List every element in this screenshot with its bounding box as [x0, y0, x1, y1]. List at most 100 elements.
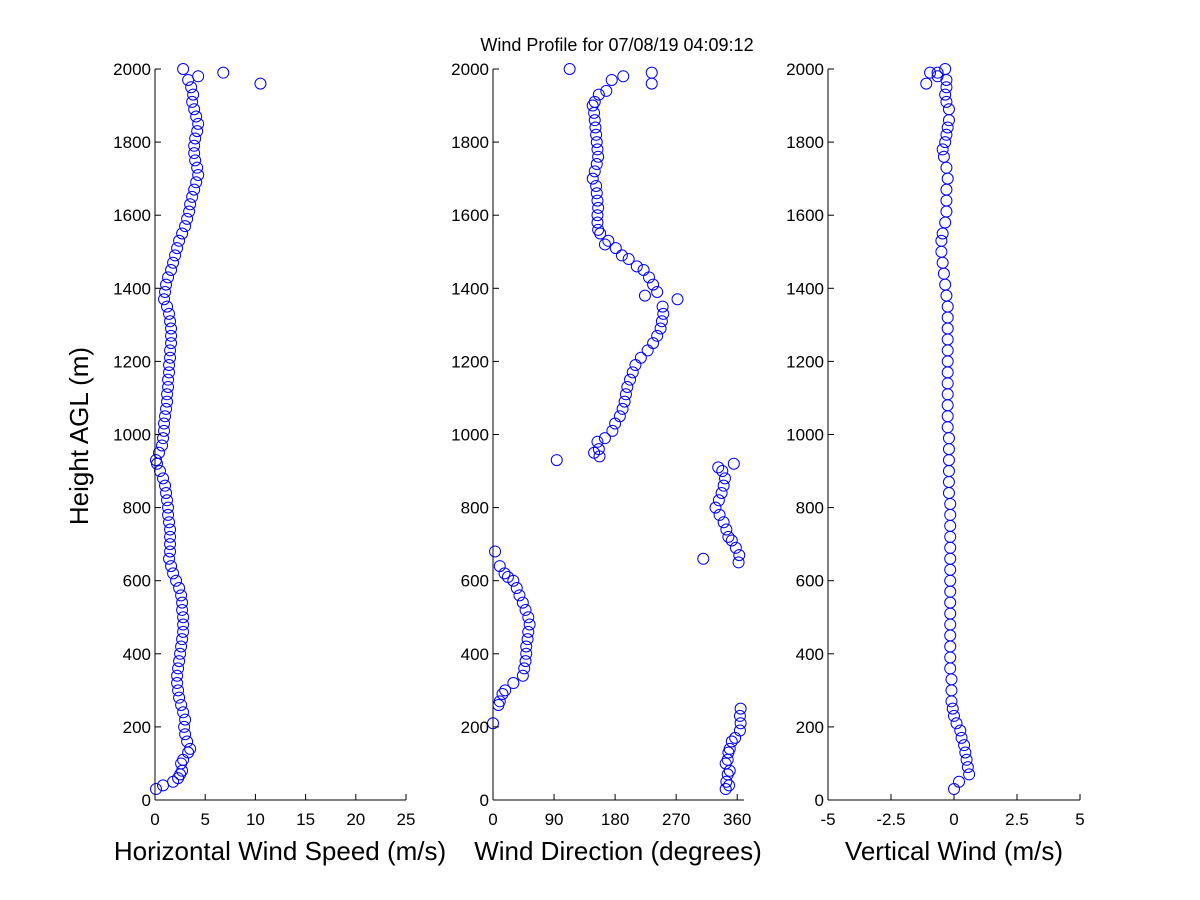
speed-data-point [190, 176, 203, 189]
vertical-data-point [936, 227, 949, 240]
direction-data-point [733, 724, 746, 737]
direction-data-point [590, 128, 603, 141]
direction-data-point [592, 201, 605, 214]
direction-data-point [621, 380, 634, 393]
direction-points [487, 63, 747, 796]
speed-data-point [181, 212, 194, 225]
direction-x-tick-label: 90 [545, 810, 564, 829]
direction-data-point [591, 216, 604, 229]
speed-y-tick-label: 1800 [113, 133, 151, 152]
direction-data-point [645, 77, 658, 90]
speed-y-tick-label: 800 [123, 499, 151, 518]
direction-y-tick-label: 1200 [451, 352, 489, 371]
speed-data-point [188, 103, 201, 116]
direction-data-point [602, 234, 615, 247]
panel-horizontal-wind-speed: 0 200 400 600 800 1000 1200 1400 1600 1800 2000 0 5 1… [113, 60, 446, 866]
direction-data-point [637, 264, 650, 277]
speed-data-point [176, 227, 189, 240]
vertical-y-tick-label: 1400 [786, 279, 824, 298]
speed-data-point [164, 530, 177, 543]
speed-data-point [161, 494, 174, 507]
direction-data-point [588, 114, 601, 127]
vertical-data-point [937, 150, 950, 163]
speed-data-point [177, 625, 190, 638]
vertical-data-point [946, 702, 959, 715]
speed-data-point [162, 508, 175, 521]
speed-x-tick-label: 10 [246, 810, 265, 829]
speed-data-point [150, 783, 163, 796]
speed-data-point [181, 735, 194, 748]
speed-data-point [165, 322, 178, 335]
speed-data-point [163, 552, 176, 565]
speed-data-point [157, 472, 170, 485]
speed-data-point [184, 198, 197, 211]
direction-data-point [719, 472, 732, 485]
speed-data-point [163, 516, 176, 529]
direction-data-point [617, 70, 630, 83]
vertical-data-point [935, 234, 948, 247]
vertical-data-point [950, 717, 963, 730]
speed-data-point [177, 618, 190, 631]
speed-data-point [179, 713, 192, 726]
direction-data-point [651, 329, 664, 342]
speed-data-point [159, 479, 172, 492]
vertical-x-tick-label: 2.5 [1005, 810, 1029, 829]
direction-data-point [722, 530, 735, 543]
direction-y-tick-label: 800 [461, 499, 489, 518]
speed-data-point [161, 395, 174, 408]
speed-data-point [158, 417, 171, 430]
speed-data-point [171, 677, 184, 690]
vertical-y-tick-label: 1000 [786, 426, 824, 445]
speed-data-point [173, 234, 186, 247]
speed-data-point [192, 168, 205, 181]
speed-y-tick-label: 1600 [113, 206, 151, 225]
speed-data-point [163, 359, 176, 372]
direction-data-point [598, 238, 611, 251]
speed-data-point [160, 278, 173, 291]
speed-data-point [176, 603, 189, 616]
speed-data-point [191, 125, 204, 138]
direction-data-point [489, 545, 502, 558]
vertical-data-point [963, 768, 976, 781]
speed-data-point [163, 366, 176, 379]
speed-data-point [188, 139, 201, 152]
direction-data-point [507, 677, 520, 690]
speed-data-point [174, 647, 187, 660]
direction-data-point [613, 410, 626, 423]
direction-y-tick-label: 1400 [451, 279, 489, 298]
vertical-data-point [960, 753, 973, 766]
speed-data-point [188, 183, 201, 196]
speed-data-point [162, 271, 175, 284]
speed-data-point [160, 402, 173, 415]
direction-y-tick-label: 2000 [451, 60, 489, 79]
direction-data-point [733, 549, 746, 562]
vertical-data-point [939, 136, 952, 149]
speed-data-point [158, 293, 171, 306]
vertical-x-tick-label: -2.5 [876, 810, 905, 829]
vertical-data-point [924, 66, 937, 79]
speed-data-point [165, 329, 178, 342]
direction-data-point [493, 695, 506, 708]
y-axis-label: Height AGL (m) [64, 347, 94, 525]
speed-points [150, 63, 267, 796]
direction-data-point [518, 662, 531, 675]
speed-data-point [187, 88, 200, 101]
vertical-y-tick-label: 600 [796, 572, 824, 591]
speed-data-point [178, 720, 191, 733]
vertical-y-tick-label: 1600 [786, 206, 824, 225]
direction-data-point [588, 95, 601, 108]
speed-data-point [192, 117, 205, 130]
vertical-data-point [959, 746, 972, 759]
direction-data-point [592, 443, 605, 456]
speed-data-point [188, 147, 201, 160]
direction-data-point [725, 534, 738, 547]
speed-x-tick-label: 5 [200, 810, 209, 829]
speed-data-point [156, 439, 169, 452]
direction-data-point [616, 402, 629, 415]
vertical-x-tick-label: -5 [820, 810, 835, 829]
direction-data-point [717, 479, 730, 492]
direction-data-point [590, 179, 603, 192]
vertical-data-point [931, 70, 944, 83]
direction-data-point [592, 223, 605, 236]
